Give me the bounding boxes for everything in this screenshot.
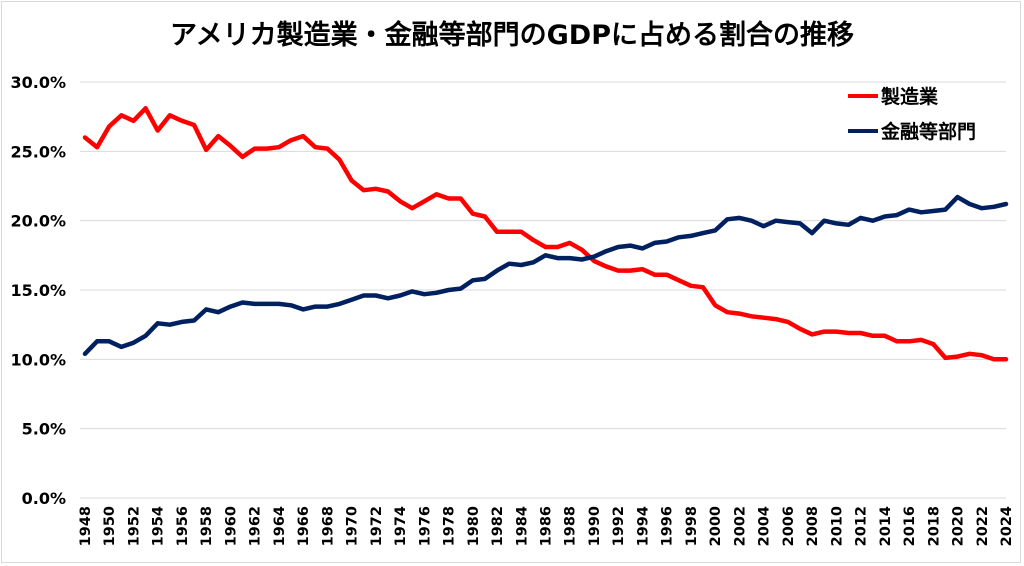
x-tick-label: 2014: [878, 506, 894, 546]
y-tick-label: 20.0%: [10, 212, 66, 231]
x-tick-label: 2016: [902, 506, 918, 546]
legend-label-manufacturing: 製造業: [880, 85, 939, 108]
x-tick-label: 1976: [417, 506, 433, 546]
x-tick-label: 1972: [369, 506, 385, 546]
x-tick-label: 1974: [393, 506, 409, 546]
x-tick-label: 1992: [611, 506, 627, 546]
x-tick-label: 2012: [854, 506, 870, 546]
x-tick-label: 1952: [126, 506, 142, 546]
x-tick-label: 1978: [442, 506, 458, 546]
x-tick-label: 1998: [684, 506, 700, 546]
x-tick-label: 2002: [732, 506, 748, 546]
x-tick-label: 1996: [660, 506, 676, 546]
x-tick-label: 1950: [102, 506, 118, 546]
x-tick-label: 2000: [708, 506, 724, 546]
x-tick-label: 2022: [975, 506, 991, 546]
x-tick-label: 1966: [296, 506, 312, 546]
x-tick-label: 2010: [829, 506, 845, 546]
legend-label-finance: 金融等部門: [880, 120, 976, 143]
y-tick-label: 15.0%: [10, 281, 66, 300]
y-tick-label: 10.0%: [10, 350, 66, 369]
x-axis-ticks: 1948 1950 1952 1954 1956 1958 1960 1962 1964 1966…: [78, 506, 1015, 546]
x-tick-label: 2020: [951, 506, 967, 546]
x-tick-label: 1962: [248, 506, 264, 546]
x-tick-label: 1984: [514, 506, 530, 546]
x-tick-label: 1970: [345, 506, 361, 546]
x-tick-label: 1964: [272, 506, 288, 546]
x-tick-label: 1982: [490, 506, 506, 546]
gridlines: [80, 81, 1006, 499]
x-tick-label: 2024: [999, 506, 1015, 546]
x-tick-label: 2018: [926, 506, 942, 546]
y-tick-label: 0.0%: [22, 489, 66, 508]
x-tick-label: 1960: [223, 506, 239, 546]
chart-title: アメリカ製造業・金融等部門のGDPに占める割合の推移: [170, 19, 854, 51]
x-tick-label: 1948: [78, 506, 94, 546]
series-line-finance: [82, 194, 1009, 357]
x-tick-label: 2006: [781, 506, 797, 546]
x-tick-label: 2008: [805, 506, 821, 546]
y-tick-label: 25.0%: [10, 142, 66, 161]
x-tick-label: 1980: [466, 506, 482, 546]
x-tick-label: 1994: [635, 506, 651, 546]
y-axis-ticks: 0.0% 5.0% 10.0% 15.0% 20.0% 25.0% 30.0%: [10, 73, 66, 508]
series-lines: [82, 106, 1009, 362]
y-tick-label: 5.0%: [22, 420, 66, 439]
x-tick-label: 1968: [320, 506, 336, 546]
x-tick-label: 1990: [587, 506, 603, 546]
x-tick-label: 1986: [539, 506, 555, 546]
x-tick-label: 1956: [175, 506, 191, 546]
x-tick-label: 1988: [563, 506, 579, 546]
series-line-manufacturing: [82, 106, 1009, 362]
y-tick-label: 30.0%: [10, 73, 66, 92]
x-tick-label: 1954: [151, 506, 167, 546]
x-tick-label: 1958: [199, 506, 215, 546]
legend: 製造業 金融等部門: [848, 85, 976, 143]
x-tick-label: 2004: [757, 506, 773, 546]
